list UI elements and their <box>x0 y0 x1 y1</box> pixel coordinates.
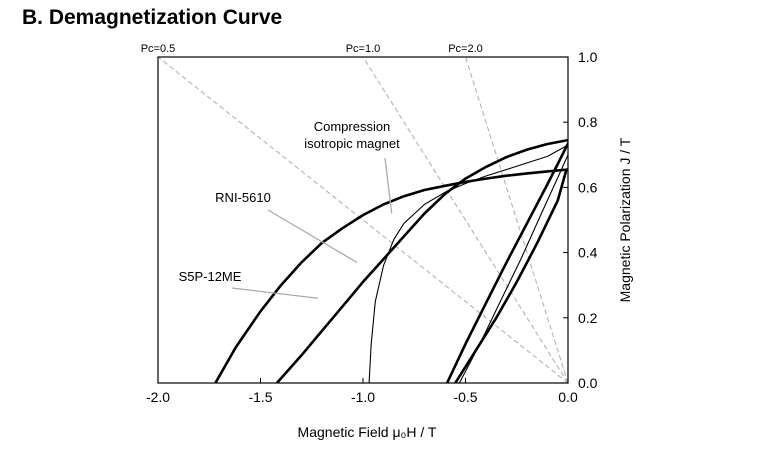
annotation-leader <box>231 287 318 299</box>
y-tick-label: 0.0 <box>578 375 598 391</box>
y-tick-label: 0.2 <box>578 310 598 326</box>
annotation-leader <box>384 157 393 214</box>
y-tick-label: 0.8 <box>578 114 598 130</box>
x-tick-label: -2.0 <box>146 389 170 405</box>
x-tick-label: -0.5 <box>453 389 477 405</box>
annotation-label: S5P-12ME <box>179 269 242 284</box>
x-tick-label: -1.0 <box>351 389 375 405</box>
y-tick-label: 1.0 <box>578 49 598 65</box>
x-tick-label: 0.0 <box>558 389 578 405</box>
labels-layer: Pc=0.5 Pc=1.0 Pc=2.0 -2.0 -1.5 -1.0 -0.5 0.00.0… <box>141 43 633 440</box>
annotation-leader <box>267 209 358 263</box>
annotation-label: RNI-5610 <box>215 190 271 205</box>
curve-line-4 <box>445 142 568 383</box>
curve-line-2 <box>275 138 568 383</box>
leaders-layer <box>231 157 393 299</box>
load-line-2 <box>362 57 568 383</box>
annotation-label: Compression isotropic magnet <box>304 119 400 151</box>
ticks-layer <box>157 56 569 384</box>
curve-line-6 <box>458 154 568 383</box>
load-lines-layer <box>158 57 568 383</box>
y-tick-label: 0.6 <box>578 179 598 195</box>
page-title: B. Demagnetization Curve <box>22 6 283 29</box>
load-line-label: Pc=1.0 <box>346 43 381 55</box>
x-axis-title: Magnetic Field μ₀H / T <box>298 424 437 440</box>
load-line-label: Pc=2.0 <box>448 43 483 55</box>
x-tick-label: -1.5 <box>248 389 272 405</box>
load-line-1 <box>158 57 568 383</box>
series-layer <box>214 138 568 383</box>
load-line-3 <box>464 57 568 383</box>
load-line-label: Pc=0.5 <box>141 43 176 55</box>
curve-line-1 <box>214 168 568 383</box>
curve-line-3 <box>368 144 568 383</box>
curve-line-5 <box>453 169 568 383</box>
y-axis-title: Magnetic Polarization J / T <box>617 137 633 302</box>
y-tick-label: 0.4 <box>578 245 598 261</box>
